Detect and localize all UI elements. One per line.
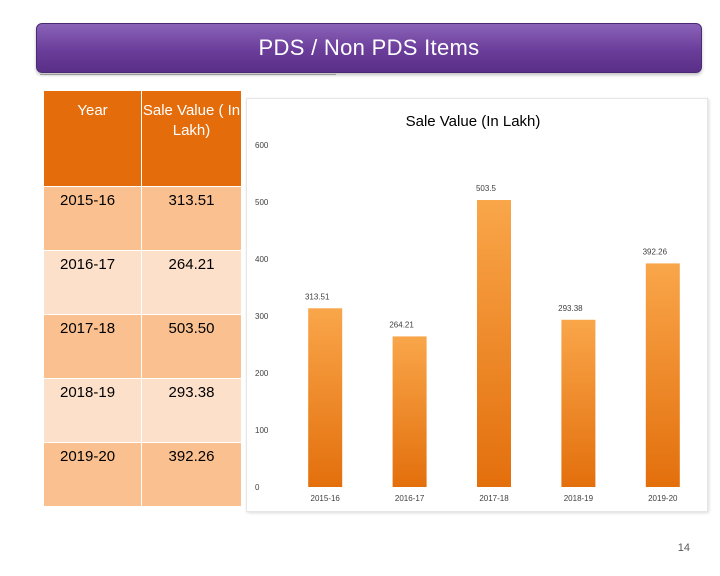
page-number: 14 (677, 542, 690, 554)
chart-title: Sale Value (In Lakh) (406, 113, 541, 130)
table-cell-year: 2017-18 (43, 314, 142, 379)
table-row: 2017-18 503.50 (43, 314, 242, 379)
table-cell-value: 293.38 (141, 378, 242, 443)
bar-2018-19 (561, 319, 596, 487)
table-cell-year: 2018-19 (43, 378, 142, 443)
bar-2016-17 (392, 336, 427, 487)
y-tick-label: 100 (255, 426, 269, 435)
bar-2017-18 (477, 200, 511, 487)
chart-frame: Sale Value (In Lakh) 0 100 200 300 400 500 600… (246, 98, 708, 512)
table-cell-year: 2016-17 (43, 250, 142, 315)
table-cell-year: 2019-20 (43, 442, 142, 507)
table-cell-value: 392.26 (141, 442, 242, 507)
bars: 313.51 264.21 503.5 293.38 392.26 (305, 184, 680, 487)
table-cell-value: 264.21 (141, 250, 242, 315)
data-label: 313.51 (305, 292, 330, 301)
table-cell-year: 2015-16 (43, 186, 142, 251)
sale-value-table: Year Sale Value ( In Lakh) 2015-16 313.5… (43, 90, 242, 507)
data-label: 264.21 (389, 320, 414, 329)
table-row: 2015-16 313.51 (43, 186, 242, 251)
y-tick-label: 500 (255, 198, 269, 207)
x-tick-label: 2016-17 (395, 494, 425, 503)
slide-title-bar: PDS / Non PDS Items (36, 23, 702, 73)
data-label: 503.5 (476, 184, 497, 193)
x-tick-label: 2019-20 (648, 494, 678, 503)
x-tick-label: 2018-19 (564, 494, 594, 503)
y-tick-label: 200 (255, 369, 269, 378)
bar-2015-16 (308, 308, 343, 487)
y-tick-label: 300 (255, 312, 269, 321)
title-underline (40, 74, 336, 75)
y-axis: 0 100 200 300 400 500 600 (255, 141, 269, 492)
bar-2019-20 (645, 263, 680, 487)
slide-title: PDS / Non PDS Items (258, 35, 480, 60)
data-label: 392.26 (643, 247, 668, 256)
table-row: 2018-19 293.38 (43, 378, 242, 443)
table-row: 2016-17 264.21 (43, 250, 242, 315)
table-header-year: Year (43, 90, 142, 187)
data-label: 293.38 (558, 304, 583, 313)
table-row: 2019-20 392.26 (43, 442, 242, 507)
table-header-row: Year Sale Value ( In Lakh) (43, 90, 242, 187)
table-cell-value: 313.51 (141, 186, 242, 251)
x-axis: 2015-16 2016-17 2017-18 2018-19 2019-20 (311, 494, 679, 503)
table-cell-value: 503.50 (141, 314, 242, 379)
y-tick-label: 0 (255, 483, 260, 492)
y-tick-label: 400 (255, 255, 269, 264)
sale-value-bar-chart: Sale Value (In Lakh) 0 100 200 300 400 500 600… (255, 113, 680, 503)
table-header-sale-value: Sale Value ( In Lakh) (141, 90, 242, 187)
x-tick-label: 2017-18 (479, 494, 509, 503)
y-tick-label: 600 (255, 141, 269, 150)
x-tick-label: 2015-16 (311, 494, 341, 503)
